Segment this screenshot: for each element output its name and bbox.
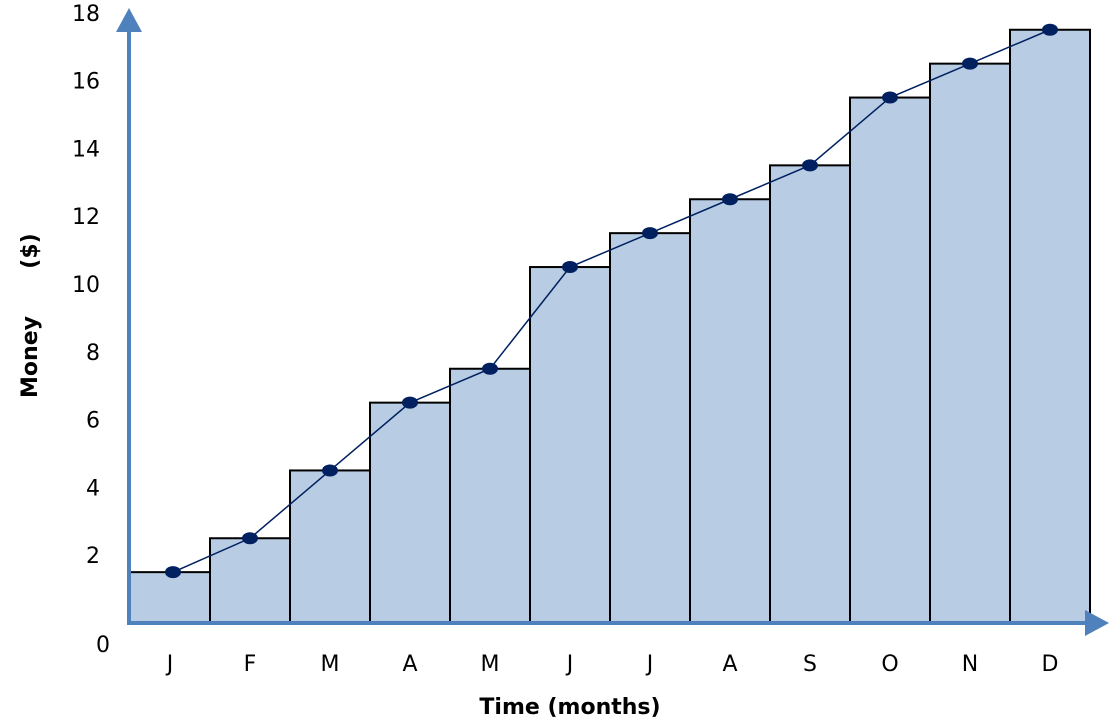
- x-axis-title: Time (months): [479, 695, 660, 720]
- y-tick-label: 0: [96, 633, 110, 658]
- bar-10: [929, 62, 1011, 624]
- x-tick-label: O: [881, 652, 898, 677]
- trend-point-8: [802, 159, 818, 172]
- bar-11: [1009, 28, 1091, 624]
- bar-5: [529, 266, 611, 624]
- bar-3: [369, 401, 451, 624]
- trend-point-5: [562, 261, 578, 274]
- x-tick-label: M: [481, 652, 500, 677]
- bar-7: [689, 198, 771, 624]
- trend-point-7: [722, 193, 738, 206]
- y-tick-label: 6: [86, 409, 100, 434]
- trend-line-layer: [165, 23, 1058, 579]
- trend-point-11: [1042, 23, 1058, 36]
- axes: [116, 8, 1109, 636]
- bar-0: [129, 571, 211, 625]
- x-tick-label: A: [722, 652, 737, 677]
- bar-1: [209, 537, 291, 624]
- y-tick-label: 10: [72, 273, 100, 298]
- x-tick-label: D: [1042, 652, 1059, 677]
- bars: [129, 28, 1091, 625]
- y-axis-title: Money: [18, 316, 43, 398]
- x-tick-label: J: [165, 652, 174, 677]
- y-axis-unit: ($): [18, 233, 43, 268]
- trend-point-0: [165, 566, 181, 579]
- y-tick-label: 14: [72, 137, 100, 162]
- trend-line: [172, 29, 1051, 573]
- bar-2: [289, 469, 371, 625]
- x-tick-label: J: [565, 652, 574, 677]
- trend-point-3: [402, 396, 418, 409]
- bar-9: [849, 96, 931, 625]
- bar-4: [449, 367, 531, 624]
- y-tick-label: 8: [86, 341, 100, 366]
- trend-point-10: [962, 57, 978, 70]
- trend-point-2: [322, 464, 338, 477]
- bar-6: [609, 232, 691, 624]
- y-axis-arrow: [116, 8, 142, 32]
- x-tick-label: N: [962, 652, 978, 677]
- trend-point-1: [242, 532, 258, 545]
- x-tick-label: S: [803, 652, 817, 677]
- trend-point-6: [642, 227, 658, 240]
- y-tick-label: 12: [72, 205, 100, 230]
- y-tick-label: 2: [86, 544, 100, 569]
- x-axis-arrow: [1085, 610, 1109, 636]
- y-tick-label: 4: [86, 476, 100, 501]
- y-tick-labels: 0 2 4 6 8 10 12 14 16 18: [72, 2, 110, 658]
- x-tick-label: M: [321, 652, 340, 677]
- trend-point-4: [482, 362, 498, 375]
- x-tick-label: J: [645, 652, 654, 677]
- trend-point-9: [882, 91, 898, 104]
- x-tick-label: A: [402, 652, 417, 677]
- y-tick-label: 18: [72, 2, 100, 27]
- bar-8: [769, 164, 851, 624]
- x-tick-label: F: [244, 652, 257, 677]
- y-tick-label: 16: [72, 70, 100, 95]
